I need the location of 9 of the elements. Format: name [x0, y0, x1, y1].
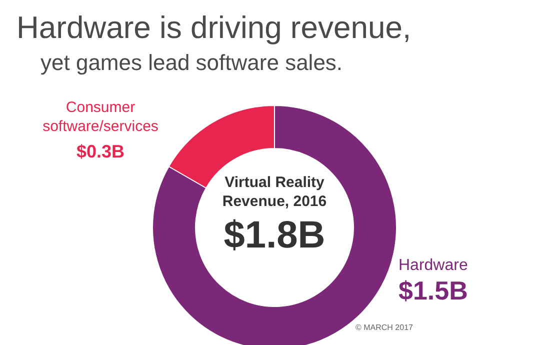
text: $1.8B: [224, 214, 326, 256]
chart-title: Hardware is driving revenue,: [16, 10, 412, 45]
slice-label: Hardware: [398, 257, 468, 274]
data-label: $0.3B: [76, 142, 125, 162]
chart-subtitle: yet games lead software sales.: [40, 50, 343, 75]
data-label: $1.5B: [398, 276, 468, 306]
text: © MARCH 2017: [356, 323, 414, 332]
slice-label: Consumer software/services: [42, 99, 158, 135]
text: Virtual Reality Revenue, 2016: [222, 174, 327, 210]
